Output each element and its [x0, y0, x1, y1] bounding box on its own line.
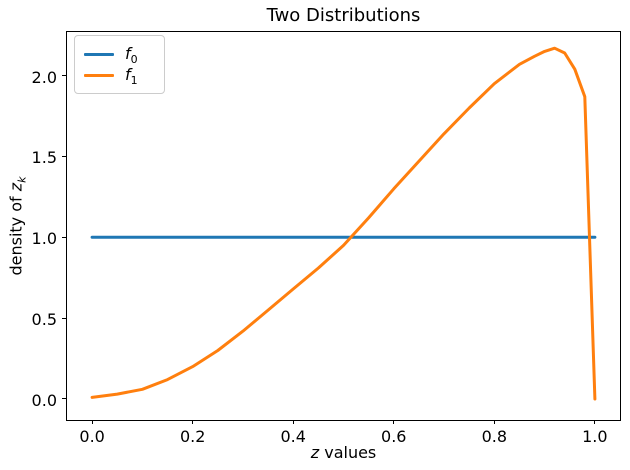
legend-entry-f1: f1: [84, 65, 138, 88]
legend-label-f1: f1: [125, 65, 138, 88]
y-tick-mark: [62, 317, 66, 319]
f1-line: [90, 46, 597, 401]
x-tick-label: 1.0: [582, 427, 608, 446]
y-tick-mark: [62, 75, 66, 77]
x-tick-label: 0.4: [280, 427, 306, 446]
plot-svg: [90, 46, 597, 401]
x-tick-mark: [292, 420, 294, 424]
x-axis-label: z values: [310, 443, 377, 462]
y-tick-mark: [62, 236, 66, 238]
y-tick-mark: [62, 155, 66, 157]
y-ticks: 0.0 0.5 1.0 1.5 2.0: [0, 32, 66, 420]
f1-line-sample: [84, 73, 114, 77]
legend-entry-f0: f0: [84, 44, 138, 67]
legend-label-f0: f0: [125, 44, 138, 67]
y-tick-mark: [62, 398, 66, 400]
x-tick-mark: [393, 420, 395, 424]
x-tick-mark: [192, 420, 194, 424]
x-ticks: 0.0 0.2 0.4 0.6 0.8 1.0: [67, 420, 620, 450]
x-tick-label: 0.6: [381, 427, 407, 446]
y-tick-label: 0.5: [31, 310, 57, 330]
y-tick-label: 2.0: [31, 67, 57, 87]
x-tick-mark: [594, 420, 596, 424]
y-tick-label: 0.0: [31, 390, 57, 410]
plot-title: Two Distributions: [266, 5, 421, 26]
y-tick-label: 1.5: [31, 148, 57, 168]
axes-area: f0 f1: [66, 31, 621, 421]
f0-line-sample: [84, 52, 114, 56]
x-tick-label: 0.2: [179, 427, 206, 446]
y-tick-label: 1.0: [31, 229, 57, 249]
x-tick-mark: [493, 420, 495, 424]
x-tick-label: 0.8: [481, 427, 508, 446]
legend: f0 f1: [74, 35, 165, 94]
x-tick-mark: [91, 420, 93, 424]
x-tick-label: 0.0: [79, 427, 105, 446]
y-axis-label: density of zk: [6, 176, 29, 276]
